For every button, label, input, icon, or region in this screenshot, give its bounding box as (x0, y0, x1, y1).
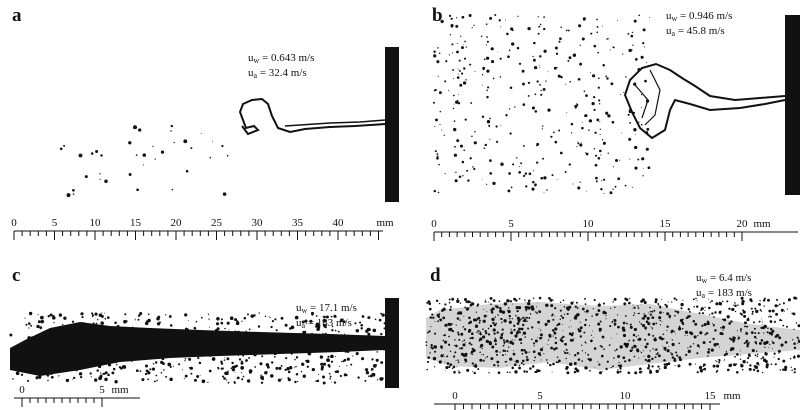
air-velocity: 183 m/s (716, 287, 752, 299)
velocity-readout: uw = 6.4 m/s ua = 183 m/s (696, 272, 752, 300)
panel-b-image: 0 5 10 15 20 mm (431, 14, 800, 241)
panel-d-image: 0 5 10 15 mm (425, 296, 800, 410)
scale-tick-label: 10 (90, 217, 102, 229)
scale-tick-label: 5 (99, 384, 105, 396)
scale-tick-label: 15 (130, 217, 142, 229)
panel-label: a (12, 5, 22, 26)
scale-tick-label: 10 (583, 218, 595, 230)
scale-tick-label: 20 (737, 218, 749, 230)
panel-c: 0 5 mm c uw = 17.1 m/s ua = 183 m/s (0, 258, 405, 410)
panel-a: 0 5 10 15 20 25 30 35 40 mm a uw = 0.643 m/s ua =… (0, 0, 405, 250)
panel-label: c (12, 265, 21, 286)
nozzle-b (785, 15, 800, 195)
droplets-d (425, 296, 800, 375)
velocity-readout: uw = 17.1 m/s ua = 183 m/s (296, 302, 357, 330)
scale-tick-label: 5 (537, 390, 543, 402)
panel-a-image: 0 5 10 15 20 25 30 35 40 mm (11, 47, 399, 240)
jet-ligament-a (238, 97, 386, 136)
panel-d: 0 5 10 15 mm d uw = 6.4 m/s ua = 183 m/s (420, 258, 800, 410)
droplets-a (59, 124, 229, 198)
velocity-readout: uw = 0.643 m/s ua = 32.4 m/s (248, 52, 315, 80)
scale-tick-label: 40 (333, 217, 345, 229)
panel-label: d (430, 265, 441, 286)
air-velocity: 183 m/s (316, 317, 352, 329)
scale-tick-label: 15 (660, 218, 672, 230)
scale-tick-label: 35 (292, 217, 304, 229)
scale-tick-label: 0 (452, 390, 458, 402)
panel-c-image: 0 5 mm (9, 298, 399, 407)
scale-tick-label: 20 (171, 217, 183, 229)
water-velocity: 17.1 m/s (319, 302, 357, 314)
water-velocity: 6.4 m/s (719, 272, 752, 284)
water-velocity: 0.643 m/s (271, 52, 315, 64)
scale-tick-label: mm (376, 217, 394, 229)
velocity-readout: uw = 0.946 m/s ua = 45.8 m/s (666, 10, 733, 38)
scale-tick-label: mm (111, 384, 129, 396)
air-velocity: 32.4 m/s (268, 67, 307, 79)
scale-tick-label: 15 (705, 390, 717, 402)
jet-sheet-b (623, 62, 786, 140)
scale-tick-label: 0 (431, 218, 437, 230)
scale-tick-label: 10 (620, 390, 632, 402)
scale-tick-label: 30 (252, 217, 264, 229)
panel-b: 0 5 10 15 20 mm b uw = 0.946 m/s ua = 45.8 m/… (420, 0, 800, 250)
droplets-c (9, 311, 387, 385)
nozzle-a (385, 47, 399, 202)
air-velocity: 45.8 m/s (686, 25, 725, 37)
scale-tick-label: 25 (211, 217, 223, 229)
scale-tick-label: 5 (52, 217, 58, 229)
scale-tick-label: mm (753, 218, 771, 230)
panel-label: b (432, 5, 443, 26)
scale-tick-label: 5 (508, 218, 514, 230)
droplets-b (433, 14, 651, 195)
scale-tick-label: mm (723, 390, 741, 402)
scale-tick-label: 0 (11, 217, 17, 229)
scale-tick-label: 0 (19, 384, 25, 396)
nozzle-c (385, 298, 399, 388)
water-velocity: 0.946 m/s (689, 10, 733, 22)
